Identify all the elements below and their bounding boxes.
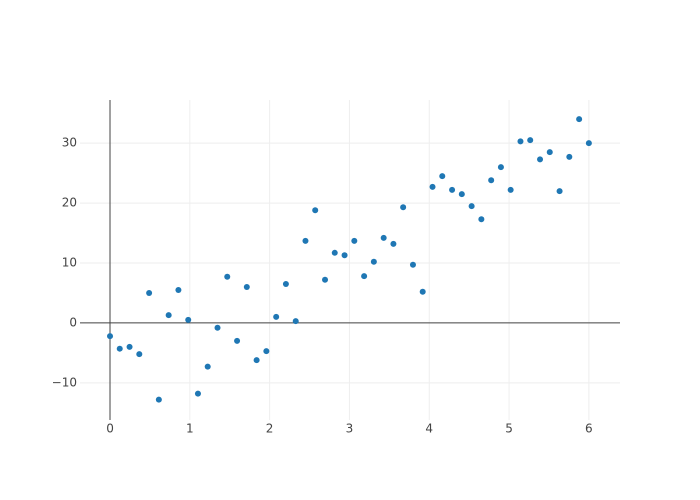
point: [214, 324, 221, 331]
point: [390, 240, 397, 247]
x-tick-label: 1: [186, 422, 194, 436]
point: [449, 186, 456, 193]
point: [380, 234, 387, 241]
point: [468, 203, 475, 210]
x-tick-label: 0: [106, 422, 114, 436]
point: [497, 164, 504, 171]
y-tick-label: 10: [62, 255, 77, 269]
point: [194, 390, 201, 397]
point: [458, 191, 465, 198]
point: [556, 188, 563, 195]
point: [146, 289, 153, 296]
y-tick-label: 0: [69, 315, 77, 329]
point: [273, 313, 280, 320]
y-tick-label: 20: [62, 196, 77, 210]
point: [409, 261, 416, 268]
point: [400, 204, 407, 211]
point: [243, 283, 250, 290]
x-tick-label: 5: [505, 422, 513, 436]
point: [527, 137, 534, 144]
point: [537, 156, 544, 163]
point: [488, 177, 495, 184]
point: [419, 288, 426, 295]
point: [282, 280, 289, 287]
point: [107, 333, 114, 340]
point: [331, 249, 338, 256]
point: [126, 343, 133, 350]
point: [478, 216, 485, 223]
point: [361, 273, 368, 280]
point: [136, 351, 143, 358]
point: [312, 207, 319, 214]
point: [517, 138, 524, 145]
point: [341, 252, 348, 259]
point: [351, 237, 358, 244]
point: [322, 276, 329, 283]
point: [566, 153, 573, 160]
point: [253, 357, 260, 364]
point: [204, 363, 211, 370]
point: [175, 286, 182, 293]
y-tick-label: 30: [62, 136, 77, 150]
x-tick-label: 3: [346, 422, 354, 436]
point: [429, 183, 436, 190]
point: [165, 312, 172, 319]
point: [370, 258, 377, 265]
y-tick-label: −10: [52, 375, 77, 389]
point: [585, 140, 592, 147]
point: [439, 173, 446, 180]
point: [155, 396, 162, 403]
point: [302, 237, 309, 244]
x-tick-label: 4: [425, 422, 433, 436]
point: [116, 345, 123, 352]
x-tick-label: 6: [585, 422, 593, 436]
point: [234, 337, 241, 344]
x-tick-label: 2: [266, 422, 274, 436]
point: [185, 316, 192, 323]
point: [292, 318, 299, 325]
point: [576, 116, 583, 123]
point: [224, 273, 231, 280]
point: [546, 149, 553, 156]
point: [263, 348, 270, 355]
point: [507, 186, 514, 193]
